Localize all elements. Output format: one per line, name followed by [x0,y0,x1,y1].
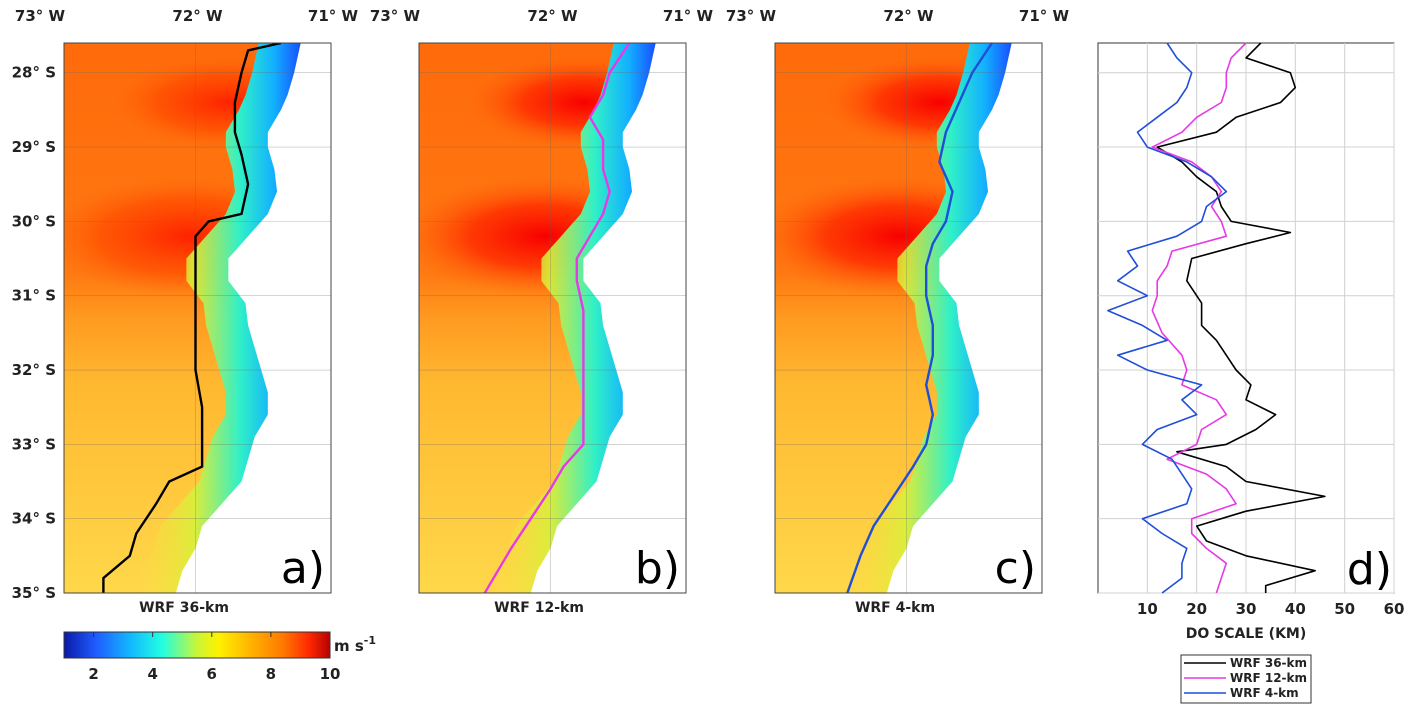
front-line-c [846,43,994,593]
lat-tick-label: 34° S [12,510,56,528]
land-mask [175,43,331,593]
map-panels: a) WRF 36-km 28° S 29° S 30° S 31° S 32° S 33° … [12,42,1043,616]
map-panel-b: b) WRF 12-km [418,42,687,616]
front-line-b [483,43,631,593]
longitude-labels: 73° W 72° W 71° W 73° W 72° W 71° W 73° W 72° W… [15,7,1070,25]
colorbar-unit: m s-1 [334,634,376,655]
series-line-1 [1156,42,1326,593]
colorbar-tick-label: 2 [88,665,98,683]
chart-x-tick-label: 20 [1186,600,1207,618]
nearshore-band [133,43,305,593]
colorbar-tick-label: 6 [207,665,217,683]
lat-tick-label: 30° S [12,212,56,230]
colorbar-tick-label: 8 [266,665,276,683]
lat-tick-label: 29° S [12,138,56,156]
map-frame [63,42,332,594]
panel-label-c: c) [995,543,1036,594]
series-line-3 [1107,42,1228,594]
map-panel-a: a) WRF 36-km 28° S 29° S 30° S 31° S 32° S 33° … [12,42,332,616]
panel-caption-c: WRF 4-km [855,600,935,616]
colorbar-tick-label: 10 [320,665,341,683]
legend-entry: WRF 36-km [1230,656,1307,670]
chart-x-tick-label: 30 [1236,600,1257,618]
lat-tick-label: 35° S [12,584,56,602]
lon-tick-label: 71° W [663,7,714,25]
chart-x-ticks: 10 20 30 40 50 60 [1137,600,1405,618]
land-mask [530,43,686,593]
lon-tick-label: 73° W [15,7,66,25]
map-frame [418,42,687,594]
panel-label-a: a) [281,543,325,594]
lat-tick-label: 28° S [12,64,56,82]
lon-tick-label: 72° W [527,7,578,25]
legend-entry: WRF 4-km [1230,686,1299,700]
chart-series [1107,42,1326,594]
lon-tick-label: 73° W [370,7,421,25]
colorbar: m s-1 2 4 6 8 10 [63,631,376,683]
panel-label-b: b) [635,543,680,594]
lon-tick-label: 72° W [883,7,934,25]
lat-tick-label: 32° S [12,361,56,379]
chart-x-tick-label: 10 [1137,600,1158,618]
map-panel-c: c) WRF 4-km [774,42,1043,616]
do-scale-chart: 10 20 30 40 50 60 d) DO SCALE (KM) WRF 36-kmW… [1097,42,1405,704]
panel-label-d: d) [1347,544,1392,595]
nearshore-band [488,43,660,593]
lat-tick-label: 31° S [12,287,56,305]
chart-x-tick-label: 50 [1334,600,1355,618]
lat-tick-label: 33° S [12,435,56,453]
panel-caption-a: WRF 36-km [139,600,229,616]
chart-x-tick-label: 40 [1285,600,1306,618]
colorbar-tick-label: 4 [147,665,157,683]
chart-x-label: DO SCALE (KM) [1186,626,1307,642]
series-line-2 [1151,42,1247,594]
lon-tick-label: 73° W [726,7,777,25]
map-frame [774,42,1043,594]
colorbar-ticks: 2 4 6 8 10 [88,632,340,683]
front-line-a [102,43,282,593]
lon-tick-label: 71° W [1019,7,1070,25]
lon-tick-label: 72° W [172,7,223,25]
chart-x-tick-label: 60 [1384,600,1405,618]
panel-caption-b: WRF 12-km [494,600,584,616]
legend-entry: WRF 12-km [1230,671,1307,685]
land-mask [886,43,1042,593]
colorbar-gradient [63,631,331,659]
lon-tick-label: 71° W [308,7,359,25]
